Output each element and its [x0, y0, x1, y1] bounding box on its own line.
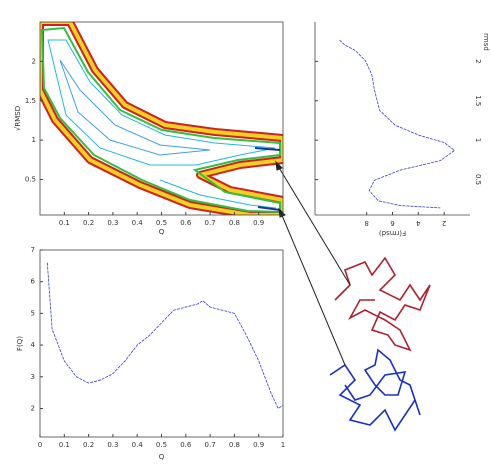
y-tick-label: 4 [31, 341, 36, 349]
x-tick-label: 0.4 [132, 219, 144, 227]
rmsd-tick-label: 1.5 [474, 95, 482, 106]
x-tick-label: 0.3 [107, 219, 118, 227]
x-axis-label: Q [159, 228, 165, 236]
x-tick-label: 0.1 [59, 441, 70, 449]
rmsd-tick-label: 0.5 [474, 174, 482, 185]
rmsd-tick-label: 2 [474, 59, 482, 63]
x-tick-label: 0 [38, 441, 42, 449]
y-axis-label: rmsd [482, 33, 490, 51]
contour-yellow [40, 22, 283, 215]
contour-inner [59, 59, 211, 156]
arrows [275, 160, 351, 366]
contour-lower [159, 179, 277, 209]
y-tick-label: 2 [31, 404, 35, 412]
x-tick-label: 0.4 [132, 441, 144, 449]
f-tick-label: 4 [416, 219, 421, 227]
contour-minimum [254, 147, 281, 211]
protein-red [334, 256, 431, 352]
x-tick-label: 0.9 [253, 441, 264, 449]
y-tick-label: 1.5 [25, 97, 36, 105]
f-tick-label: 8 [364, 219, 368, 227]
x-axis-label: Q [159, 453, 165, 461]
y-tick-label: 2 [32, 57, 36, 65]
contour-cyan [47, 39, 276, 166]
rmsd-tick-label: 1 [474, 138, 482, 142]
y-tick-label: 1 [32, 136, 36, 144]
x-tick-label: 0.5 [156, 441, 167, 449]
x-tick-label: 0.7 [205, 441, 216, 449]
f-tick-label: 6 [390, 219, 395, 227]
x-tick-label: 0.2 [83, 441, 94, 449]
x-tick-label: 0.6 [180, 441, 192, 449]
contour-art [40, 22, 283, 215]
x-tick-label: 0.9 [253, 219, 264, 227]
contour-green [40, 26, 281, 214]
y-tick-label: 3 [31, 373, 35, 381]
axes-box [39, 249, 284, 438]
x-axis-label: F(rmsd) [379, 229, 406, 237]
x-tick-label: 0.7 [205, 219, 216, 227]
x-tick-label: 0.1 [59, 219, 70, 227]
y-tick-label: 6 [31, 278, 36, 286]
y-tick-label: 5 [31, 309, 35, 317]
fq-line [46, 262, 284, 410]
y-axis-label: F(Q) [16, 336, 24, 351]
y-tick-label: 7 [31, 246, 35, 254]
x-tick-label: 0.6 [180, 219, 192, 227]
f-rmsd-line [339, 39, 456, 209]
y-axis-label: √RMSD [14, 106, 22, 131]
x-tick-label: 0.3 [107, 441, 118, 449]
x-tick-label: 0.2 [83, 219, 94, 227]
axes-frame [314, 22, 470, 216]
y-tick-label: 0.5 [25, 176, 36, 184]
x-tick-label: 0.5 [156, 219, 167, 227]
x-tick-label: 1 [281, 441, 285, 449]
x-tick-label: 0.8 [229, 441, 240, 449]
protein-blue [329, 348, 421, 432]
x-tick-label: 0.8 [229, 219, 240, 227]
f-tick-label: 2 [442, 219, 446, 227]
